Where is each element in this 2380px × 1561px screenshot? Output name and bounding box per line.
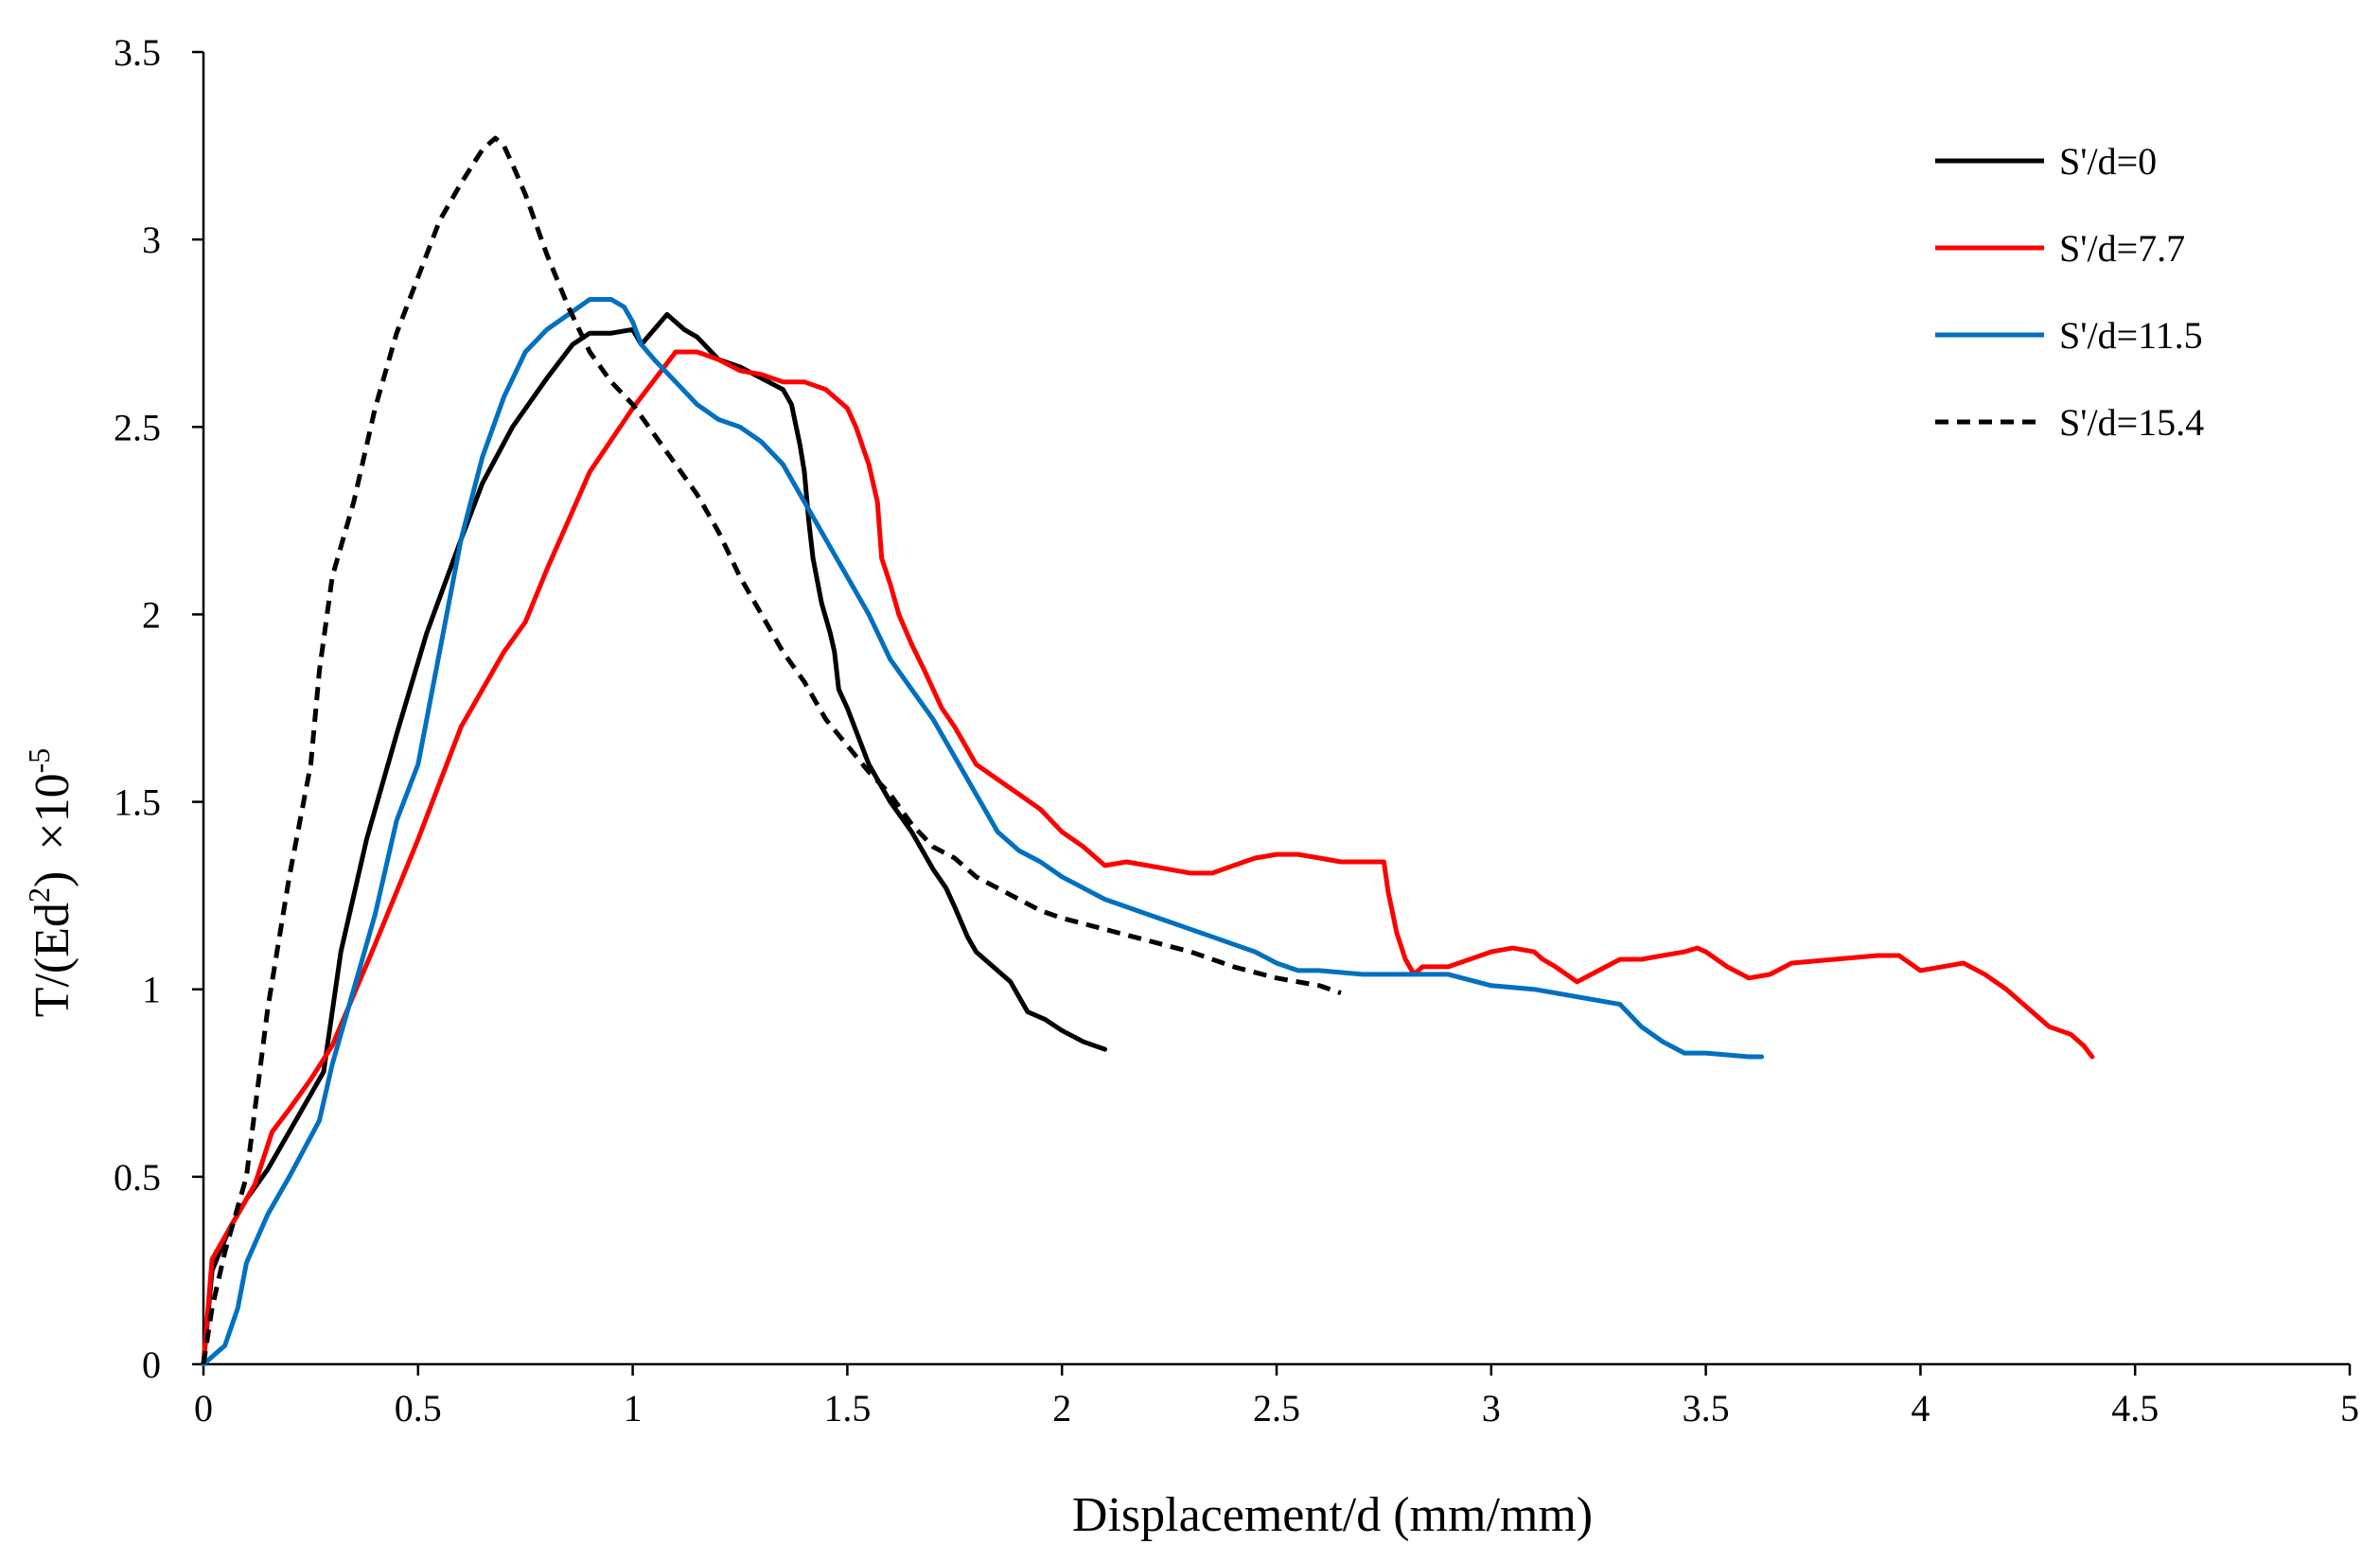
x-tick-label: 0.5 (395, 1387, 442, 1429)
y-tick-label: 0 (142, 1343, 161, 1386)
x-tick-label: 5 (2340, 1387, 2359, 1429)
x-axis-title: Displacement/d (mm/mm) (1072, 1488, 1593, 1542)
y-axis-title-close: ) (26, 871, 79, 887)
legend-label-4: S'/d=15.4 (2059, 401, 2204, 444)
y-ticks: 0 0.5 1 1.5 2 2.5 3 3.5 (114, 31, 203, 1386)
x-tick-label: 0 (194, 1387, 213, 1429)
y-tick-label: 2 (142, 593, 161, 636)
x-ticks: 0 0.5 1 1.5 2 2.5 3 3.5 4 4.5 5 (194, 1364, 2359, 1429)
x-tick-label: 4.5 (2111, 1387, 2159, 1429)
x-tick-label: 2.5 (1253, 1387, 1300, 1429)
x-tick-label: 1 (624, 1387, 643, 1429)
series-layer (201, 135, 2095, 1367)
y-axis-title-exponent: -5 (22, 748, 56, 774)
x-tick-label: 1.5 (823, 1387, 871, 1429)
y-tick-label: 2.5 (114, 406, 161, 448)
y-axis-title-times: ×10 (26, 773, 79, 850)
x-tick-label: 2 (1052, 1387, 1071, 1429)
series-line-4 (201, 135, 1342, 1365)
y-tick-label: 1.5 (114, 781, 161, 824)
legend-label-3: S'/d=11.5 (2059, 314, 2203, 357)
x-tick-label: 3.5 (1683, 1387, 1730, 1429)
legend: S'/d=0 S'/d=7.7 S'/d=11.5 S'/d=15.4 (1935, 140, 2204, 444)
x-tick-label: 4 (1911, 1387, 1930, 1429)
y-tick-label: 3.5 (114, 31, 161, 74)
legend-label-2: S'/d=7.7 (2059, 227, 2185, 270)
series-line-1 (201, 311, 1108, 1367)
y-tick-label: 1 (142, 969, 161, 1011)
series-line-3 (201, 297, 1765, 1367)
y-axis-title-sup: 2 (22, 887, 56, 903)
series-line-2 (201, 349, 2095, 1367)
legend-label-1: S'/d=0 (2059, 140, 2157, 183)
y-axis-title-prefix: T/(Ed (26, 903, 79, 1017)
x-tick-label: 3 (1482, 1387, 1501, 1429)
y-tick-label: 0.5 (114, 1156, 161, 1199)
y-tick-label: 3 (142, 219, 161, 261)
y-axis-title: T/(Ed2) ×10-5 (22, 748, 79, 1018)
